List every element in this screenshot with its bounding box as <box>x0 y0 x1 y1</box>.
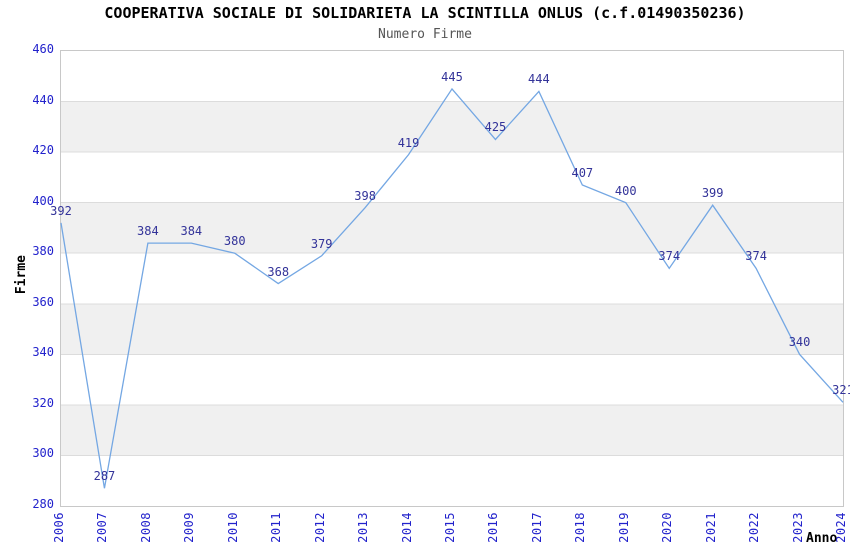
x-tick-label: 2012 <box>312 512 327 543</box>
x-tick-label: 2011 <box>269 512 284 543</box>
x-tick-label: 2020 <box>660 512 675 543</box>
x-tick-label: 2019 <box>616 512 631 543</box>
plot-area: 392 287 384 384 380 368 379 398 419 445 425 444 407 4… <box>50 50 850 507</box>
data-label: 399 <box>701 186 724 201</box>
chart-subtitle: Numero Firme <box>378 27 472 42</box>
x-tick-label: 2008 <box>138 512 153 543</box>
line-series <box>60 87 844 489</box>
x-tick-label: 2010 <box>225 512 240 543</box>
data-label: 398 <box>354 188 376 203</box>
data-label: 374 <box>745 249 767 264</box>
x-tick-label: 2021 <box>703 512 718 543</box>
x-tick-label: 2006 <box>52 512 66 543</box>
data-label: 368 <box>267 264 290 279</box>
y-tick-label: 340 <box>32 345 54 360</box>
y-tick-label: 380 <box>32 244 54 259</box>
y-tick-label: 420 <box>32 143 54 158</box>
x-axis-title: Anno <box>806 531 838 546</box>
x-tick-label: 2007 <box>95 512 110 543</box>
data-label: 444 <box>528 72 550 87</box>
x-tick-label: 2022 <box>747 512 762 543</box>
data-label: 445 <box>441 69 463 84</box>
data-label: 374 <box>658 249 681 264</box>
data-label: 392 <box>50 203 72 218</box>
y-tick-label: 460 <box>32 42 54 56</box>
data-label: 419 <box>397 135 420 150</box>
data-label: 425 <box>484 120 507 135</box>
x-tick-label: 2018 <box>573 512 588 543</box>
x-tick-label: 2009 <box>182 512 197 543</box>
data-label: 384 <box>137 224 159 239</box>
data-label: 380 <box>223 234 246 249</box>
data-label: 407 <box>571 165 594 180</box>
x-tick-label: 2017 <box>529 512 544 543</box>
x-tick-label: 2015 <box>443 512 457 543</box>
data-label: 321 <box>832 383 850 398</box>
y-axis-title: Firme <box>14 255 29 295</box>
data-label: 384 <box>180 224 203 239</box>
chart-title: COOPERATIVA SOCIALE DI SOLIDARIETA LA SC… <box>104 4 746 22</box>
x-tick-label: 2013 <box>356 512 371 543</box>
data-label: 379 <box>310 236 333 251</box>
y-tick-label: 320 <box>32 395 54 410</box>
y-tick-label: 300 <box>32 446 54 461</box>
y-tick-label: 400 <box>32 193 54 208</box>
data-label: 400 <box>614 183 637 198</box>
x-tick-label: 2023 <box>790 512 805 543</box>
line-series-canvas <box>60 87 844 489</box>
y-tick-label: 280 <box>32 497 54 511</box>
data-label: 340 <box>788 335 811 350</box>
x-tick-label: 2014 <box>399 512 414 543</box>
data-label: 287 <box>93 469 116 484</box>
x-tick-label: 2016 <box>486 512 501 543</box>
y-tick-label: 360 <box>32 294 54 309</box>
y-tick-label: 440 <box>32 92 54 107</box>
x-tick-label: 2024 <box>834 512 848 543</box>
